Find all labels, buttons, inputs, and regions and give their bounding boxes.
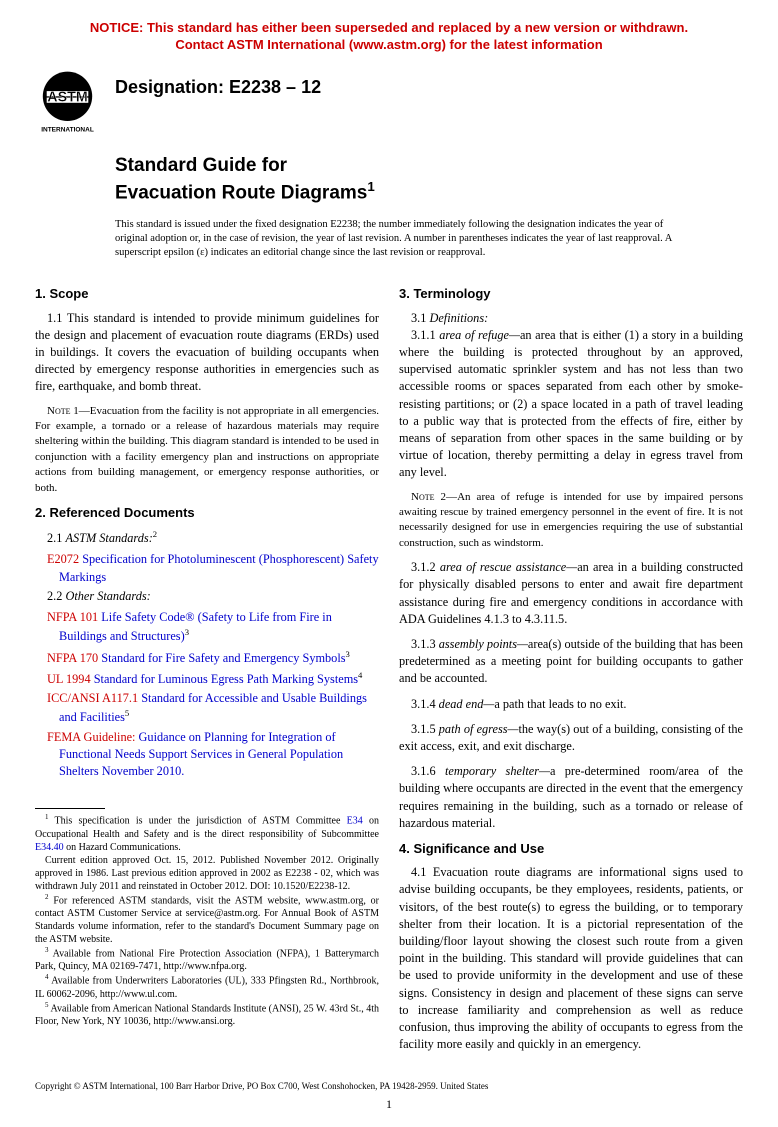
ref-code: FEMA Guideline: (47, 730, 135, 744)
ref-title: Standard for Fire Safety and Emergency S… (101, 651, 345, 665)
sub2-title: Other Standards: (65, 589, 150, 603)
def-area-refuge: 3.1.1 area of refuge—an area that is eit… (399, 327, 743, 482)
sec1-p1: 1.1 This standard is intended to provide… (35, 310, 379, 396)
ref-title: Specification for Photoluminescent (Phos… (59, 552, 379, 583)
left-column: 1. Scope 1.1 This standard is intended t… (35, 281, 379, 1061)
sec4-p1: 4.1 Evacuation route diagrams are inform… (399, 864, 743, 1053)
def-shelter: 3.1.6 temporary shelter—a pre-determined… (399, 763, 743, 832)
d2-term: area of rescue assistance— (440, 560, 577, 574)
sub2-num: 2.2 (47, 589, 65, 603)
d2-num: 3.1.2 (411, 560, 440, 574)
copyright: Copyright © ASTM International, 100 Barr… (35, 1081, 743, 1091)
title-line1: Standard Guide for (115, 155, 287, 176)
header-row: ASTM INTERNATIONAL Designation: E2238 – … (35, 69, 743, 134)
sec1-head: 1. Scope (35, 285, 379, 303)
ref-e2072[interactable]: E2072 Specification for Photoluminescent… (47, 551, 379, 585)
notice-line2: Contact ASTM International (www.astm.org… (175, 37, 602, 52)
fn5-body: Available from American National Standar… (35, 1003, 379, 1027)
def-dead-end: 3.1.4 dead end—a path that leads to no e… (399, 696, 743, 713)
d4-body: a path that leads to no exit. (494, 697, 626, 711)
title-line2: Evacuation Route Diagrams (115, 183, 367, 204)
sec2-sub1: 2.1 ASTM Standards:2 (35, 528, 379, 547)
defs-italic: Definitions: (429, 311, 488, 325)
note1-label: Note 1— (47, 405, 90, 417)
d4-num: 3.1.4 (411, 697, 439, 711)
d3-num: 3.1.3 (411, 637, 439, 651)
sec2-sub2: 2.2 Other Standards: (35, 588, 379, 605)
ref-code: UL 1994 (47, 672, 91, 686)
sec2-head: 2. Referenced Documents (35, 504, 379, 522)
ref-nfpa101[interactable]: NFPA 101 Life Safety Code® (Safety to Li… (47, 609, 379, 646)
logo-subtext: INTERNATIONAL (41, 126, 94, 133)
def-assembly: 3.1.3 assembly points—area(s) outside of… (399, 636, 743, 688)
notice-line1: NOTICE: This standard has either been su… (90, 20, 688, 35)
fn1: 1 This specification is under the jurisd… (35, 813, 379, 853)
astm-logo: ASTM INTERNATIONAL (35, 69, 100, 134)
d1-num: 3.1.1 (411, 328, 439, 342)
ref-icc-ansi[interactable]: ICC/ANSI A117.1 Standard for Accessible … (47, 690, 379, 727)
def-egress: 3.1.5 path of egress—the way(s) out of a… (399, 721, 743, 755)
sec3-head: 3. Terminology (399, 285, 743, 303)
notice-banner: NOTICE: This standard has either been su… (35, 20, 743, 54)
fn4: 4 Available from Underwriters Laboratori… (35, 973, 379, 1000)
sec4-head: 4. Significance and Use (399, 840, 743, 858)
sub1-title: ASTM Standards: (65, 531, 152, 545)
note1-body: Evacuation from the facility is not appr… (35, 405, 379, 494)
d6-term: temporary shelter— (445, 764, 550, 778)
ref-code: E2072 (47, 552, 79, 566)
ref-title: Standard for Luminous Egress Path Markin… (94, 672, 358, 686)
d1-term: area of refuge— (439, 328, 520, 342)
right-column: 3. Terminology 3.1 Definitions: 3.1.1 ar… (399, 281, 743, 1061)
note2-label: Note 2— (411, 491, 457, 503)
ref-code: ICC/ANSI A117.1 (47, 691, 138, 705)
sec3-note2: Note 2—An area of refuge is intended for… (399, 490, 743, 552)
svg-text:ASTM: ASTM (47, 89, 87, 105)
d6-num: 3.1.6 (411, 764, 445, 778)
footnote-rule (35, 808, 105, 809)
d5-term: path of egress— (439, 722, 519, 736)
fn5: 5 Available from American National Stand… (35, 1001, 379, 1028)
fn1-link1[interactable]: E34 (347, 816, 363, 827)
fn2: 2 For referenced ASTM standards, visit t… (35, 893, 379, 946)
ref-code: NFPA 101 (47, 610, 98, 624)
issuance-note: This standard is issued under the fixed … (115, 218, 683, 259)
fn2-body: For referenced ASTM standards, visit the… (35, 895, 379, 945)
fn1a: This specification is under the jurisdic… (55, 816, 347, 827)
page: NOTICE: This standard has either been su… (0, 0, 778, 1127)
designation: Designation: E2238 – 12 (115, 77, 321, 98)
sec3-defs: 3.1 Definitions: (399, 310, 743, 327)
ref-nfpa170[interactable]: NFPA 170 Standard for Fire Safety and Em… (47, 648, 379, 667)
fn3: 3 Available from National Fire Protectio… (35, 946, 379, 973)
sub1-num: 2.1 (47, 531, 65, 545)
def-rescue-assist: 3.1.2 area of rescue assistance—an area … (399, 559, 743, 628)
body-columns: 1. Scope 1.1 This standard is intended t… (35, 281, 743, 1061)
ref-code: NFPA 170 (47, 651, 98, 665)
d5-num: 3.1.5 (411, 722, 439, 736)
d1-body: an area that is either (1) a story in a … (399, 328, 743, 480)
page-number: 1 (35, 1097, 743, 1112)
fn3-body: Available from National Fire Protection … (35, 948, 379, 972)
sec1-note1: Note 1—Evacuation from the facility is n… (35, 404, 379, 496)
fn1c: on Hazard Communications. (64, 842, 181, 853)
fn1-link2[interactable]: E34.40 (35, 842, 64, 853)
fn4-body: Available from Underwriters Laboratories… (35, 976, 379, 1000)
footnotes: 1 This specification is under the jurisd… (35, 813, 379, 1028)
fn1d: Current edition approved Oct. 15, 2012. … (35, 854, 379, 893)
defs-num: 3.1 (411, 311, 429, 325)
ref-title: Life Safety Code® (Safety to Life from F… (59, 610, 332, 643)
title-block: Standard Guide for Evacuation Route Diag… (115, 154, 743, 207)
d3-term: assembly points— (439, 637, 528, 651)
ref-ul1994[interactable]: UL 1994 Standard for Luminous Egress Pat… (47, 669, 379, 688)
ref-fema[interactable]: FEMA Guideline: Guidance on Planning for… (47, 729, 379, 781)
d4-term: dead end— (439, 697, 495, 711)
